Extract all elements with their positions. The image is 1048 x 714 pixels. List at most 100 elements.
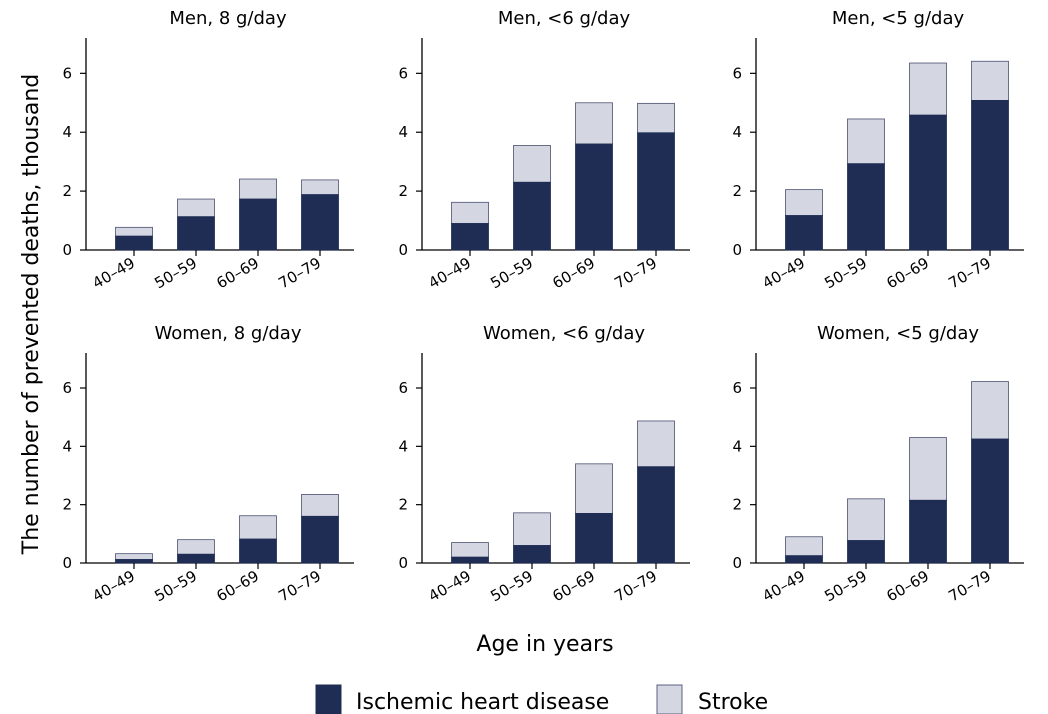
x-tick-label: 70–79 [275, 567, 324, 605]
y-tick-label: 4 [62, 437, 72, 455]
bar-ischemic-heart-disease [575, 513, 613, 564]
bar-stroke [177, 539, 215, 555]
x-tick-label: 50–59 [151, 567, 200, 605]
bar-ischemic-heart-disease [971, 438, 1009, 564]
bar-stroke [451, 201, 489, 224]
bar-ischemic-heart-disease [451, 556, 489, 564]
bar-stroke [115, 226, 153, 237]
x-tick-label: 60–69 [883, 254, 932, 292]
y-tick-label: 0 [62, 554, 72, 572]
y-tick-label: 4 [62, 123, 72, 141]
panel: Men, <5 g/day 0 2 4 6 40–49 50–59 60–69 70–79 [732, 8, 1024, 292]
y-tick-label: 6 [398, 64, 408, 82]
y-tick-label: 6 [62, 64, 72, 82]
bar-stroke [971, 381, 1009, 440]
x-tick-label: 70–79 [275, 254, 324, 292]
panel-title: Women, <6 g/day [483, 323, 645, 344]
x-tick-label: 40–49 [425, 254, 474, 292]
bar-ischemic-heart-disease [909, 499, 947, 564]
panel: Women, <6 g/day 0 2 4 6 40–49 50–59 60–69 70–79 [398, 323, 690, 605]
y-axis-title: The number of prevented deaths, thousand [19, 74, 44, 555]
x-tick-label: 60–69 [883, 567, 932, 605]
bar-ischemic-heart-disease [785, 215, 823, 251]
y-tick-label: 0 [732, 241, 742, 259]
bar-ischemic-heart-disease [637, 132, 675, 251]
panel-title: Men, <5 g/day [832, 8, 965, 29]
bar-ischemic-heart-disease [301, 515, 339, 564]
bar-stroke [637, 420, 675, 468]
bar-ischemic-heart-disease [115, 559, 153, 564]
panel-title: Men, 8 g/day [169, 8, 287, 29]
bar-ischemic-heart-disease [115, 235, 153, 251]
x-tick-label: 50–59 [487, 254, 536, 292]
bar-ischemic-heart-disease [513, 545, 551, 564]
bar-ischemic-heart-disease [847, 540, 885, 564]
x-tick-label: 60–69 [213, 567, 262, 605]
bar-stroke [575, 102, 613, 145]
x-tick-label: 70–79 [945, 567, 994, 605]
y-tick-label: 2 [732, 496, 742, 514]
x-tick-label: 60–69 [213, 254, 262, 292]
x-tick-label: 70–79 [611, 567, 660, 605]
x-tick-label: 40–49 [759, 254, 808, 292]
x-tick-label: 50–59 [151, 254, 200, 292]
bar-ischemic-heart-disease [575, 143, 613, 251]
y-tick-label: 2 [62, 496, 72, 514]
bar-stroke [301, 179, 339, 196]
y-tick-label: 2 [398, 182, 408, 200]
x-tick-label: 40–49 [425, 567, 474, 605]
y-tick-label: 4 [732, 437, 742, 455]
bar-stroke [971, 60, 1009, 101]
y-tick-label: 0 [62, 241, 72, 259]
y-tick-label: 6 [732, 64, 742, 82]
bar-stroke [115, 553, 153, 560]
bar-ischemic-heart-disease [239, 538, 277, 564]
bar-stroke [847, 498, 885, 541]
x-tick-label: 50–59 [821, 254, 870, 292]
y-tick-label: 0 [398, 554, 408, 572]
y-tick-label: 6 [62, 379, 72, 397]
bar-stroke [301, 494, 339, 517]
bar-ischemic-heart-disease [239, 198, 277, 251]
bar-ischemic-heart-disease [177, 553, 215, 564]
legend-swatch-ihd [315, 684, 342, 714]
bar-stroke [637, 102, 675, 134]
legend-swatch-stroke [656, 684, 683, 714]
bar-stroke [785, 536, 823, 557]
y-tick-label: 6 [732, 379, 742, 397]
x-tick-label: 70–79 [611, 254, 660, 292]
bar-ischemic-heart-disease [177, 216, 215, 251]
x-tick-label: 40–49 [759, 567, 808, 605]
panel: Men, <6 g/day 0 2 4 6 40–49 50–59 60–69 70–79 [398, 8, 690, 292]
y-tick-label: 2 [62, 182, 72, 200]
bar-stroke [451, 542, 489, 558]
bar-ischemic-heart-disease [909, 114, 947, 251]
x-tick-label: 40–49 [89, 254, 138, 292]
bar-stroke [177, 198, 215, 218]
y-tick-label: 6 [398, 379, 408, 397]
panel: Men, 8 g/day 0 2 4 6 40–49 50–59 60–69 70–79 [62, 8, 354, 292]
legend-label-ihd: Ischemic heart disease [356, 690, 609, 714]
x-tick-label: 50–59 [487, 567, 536, 605]
bar-ischemic-heart-disease [785, 555, 823, 564]
bar-stroke [909, 62, 947, 116]
y-tick-label: 4 [398, 437, 408, 455]
bar-ischemic-heart-disease [513, 181, 551, 251]
bar-stroke [785, 189, 823, 216]
panel-title: Women, 8 g/day [155, 323, 302, 344]
panel: Women, <5 g/day 0 2 4 6 40–49 50–59 60–69 70–79 [732, 323, 1024, 605]
y-tick-label: 0 [732, 554, 742, 572]
bar-stroke [513, 145, 551, 183]
bar-ischemic-heart-disease [301, 194, 339, 251]
bar-stroke [239, 515, 277, 540]
bar-stroke [847, 118, 885, 165]
x-tick-label: 60–69 [549, 567, 598, 605]
panel: Women, 8 g/day 0 2 4 6 40–49 50–59 60–69 70–79 [62, 323, 354, 605]
bar-ischemic-heart-disease [637, 466, 675, 564]
bar-stroke [239, 178, 277, 200]
bar-ischemic-heart-disease [971, 100, 1009, 251]
x-tick-label: 40–49 [89, 567, 138, 605]
bar-stroke [513, 512, 551, 546]
